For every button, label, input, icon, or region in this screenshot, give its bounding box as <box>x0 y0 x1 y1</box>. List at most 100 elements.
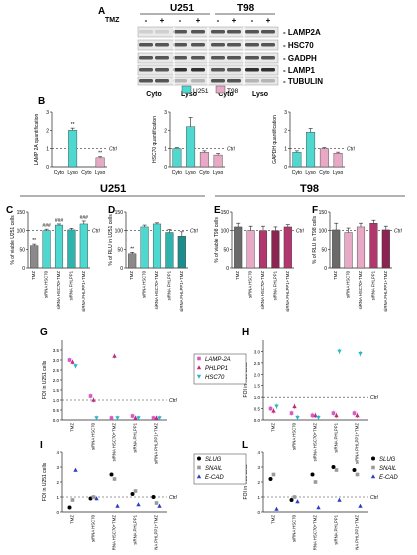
fraction-labels: Cyto Lyso Cyto Lyso <box>146 91 268 98</box>
tmz-sign: + <box>232 16 237 25</box>
x-tick-label: siRNA HSC70 <box>91 422 96 450</box>
data-point <box>91 397 96 402</box>
y-tick-label: 3 <box>164 110 167 116</box>
blot-band <box>155 79 169 83</box>
data-point <box>268 406 273 411</box>
data-point <box>334 468 339 472</box>
data-point <box>310 413 315 418</box>
panel-letter-b: B <box>38 96 45 107</box>
data-point <box>313 480 318 484</box>
data-point <box>271 408 276 413</box>
y-tick-label: 1 <box>284 147 287 153</box>
chart-g: 0.0 0.5 1.0 1.5 2.0 2.5 3.0 3.5 FOI in U251 cell… <box>42 340 178 464</box>
legend-label: E-CAD <box>205 475 224 481</box>
significance-label: ** <box>71 122 75 128</box>
y-tick-label: 150 <box>221 210 230 216</box>
chart-c: 0 50 100 150% of viable U251 cells Ctrl ** TMZ… <box>10 210 101 312</box>
data-point <box>355 472 360 477</box>
cell-line-label-t98: T98 <box>237 3 255 14</box>
panel-letter-i: I <box>40 440 43 451</box>
band-label-lamp2a: - LAMP2A <box>283 28 321 37</box>
y-tick-label: 2 <box>257 480 260 485</box>
blot-band <box>227 79 241 83</box>
y-tick-label: 2.5 <box>53 368 60 373</box>
y-tick-label: 2.0 <box>53 378 60 383</box>
x-tick-label: siRNA PHLPP1 <box>133 514 138 544</box>
x-tick-label: siRNA HSC70+TMZ <box>112 423 117 462</box>
band-label-hsc70: - HSC70 <box>283 41 314 50</box>
data-point <box>295 415 300 420</box>
y-tick-label: 100 <box>319 229 328 235</box>
data-point <box>91 495 96 499</box>
ctrl-label: Ctrl <box>347 147 356 153</box>
blot-band <box>261 56 275 60</box>
data-point <box>337 497 342 502</box>
x-tick-label: siRNA FHLPP1+TMZ <box>81 271 86 312</box>
x-tick-label: siRNA PHLPP1+TMZ <box>154 515 159 550</box>
blot-rows <box>137 26 279 86</box>
bar <box>369 222 378 269</box>
blot-band <box>139 68 153 72</box>
x-tick-label: siRNA HSC70+TMZ <box>313 515 318 550</box>
chart-i: 0 1 2 3 4 FOI in U251 cells Ctrl TMZ siRNA HSC70… <box>42 450 178 555</box>
data-point <box>316 505 321 510</box>
y-axis-label: GAPDH quantification <box>272 115 278 164</box>
significance-label: ** <box>98 151 102 157</box>
data-point <box>371 456 375 461</box>
bar <box>95 157 105 168</box>
x-tick-label: Lyso <box>213 170 224 176</box>
blot-band <box>155 68 169 72</box>
x-tick-label: Lyso <box>95 170 106 176</box>
x-tick-label: Cyto <box>292 170 303 176</box>
blot-band <box>155 43 169 47</box>
tmz-sign: + <box>266 16 271 25</box>
data-point <box>73 364 78 369</box>
y-tick-label: 100 <box>115 229 124 235</box>
legend-label: PHLPP1 <box>205 366 228 372</box>
y-tick-label: 1 <box>56 495 59 500</box>
bar <box>79 223 88 269</box>
x-tick-label: siRNA FHLPP1 <box>166 270 171 300</box>
significance-label: ### <box>55 218 64 224</box>
blot-band <box>173 79 187 83</box>
data-point <box>355 413 360 418</box>
bar <box>283 226 292 269</box>
x-tick-label: siRNA HSC70 <box>292 422 297 450</box>
y-tick-label: 3 <box>284 110 287 116</box>
data-point <box>154 415 159 420</box>
tmz-signs: - + - + - + - + <box>145 16 271 25</box>
y-tick-label: 0 <box>324 266 327 272</box>
data-point <box>94 416 99 421</box>
y-tick-label: 50 <box>321 247 327 253</box>
y-tick-label: 4 <box>56 450 59 455</box>
data-point <box>157 416 162 421</box>
tmz-sign: + <box>196 16 201 25</box>
data-point <box>88 496 93 501</box>
band-label-lamp1: - LAMP1 <box>283 66 316 75</box>
data-point <box>196 374 202 379</box>
y-tick-label: 0 <box>120 266 123 272</box>
y-axis-label: % of RLU in T98 cells <box>312 216 318 264</box>
legend-swatch-t98 <box>215 85 226 94</box>
y-tick-label: 1.0 <box>53 398 60 403</box>
blot-band <box>155 30 169 34</box>
panel-letter-d: D <box>108 205 115 216</box>
ctrl-label: Ctrl <box>190 229 199 235</box>
x-tick-label: Cyto <box>54 170 65 176</box>
blot-band <box>191 68 205 72</box>
x-tick-label: siRNA PHLPP1+TMZ <box>355 423 360 464</box>
legend-box <box>193 353 247 385</box>
x-tick-label: TMZ <box>271 423 276 432</box>
blot-band <box>245 56 259 60</box>
y-tick-label: 0 <box>56 510 59 515</box>
legend-g: LAMP-2A PHLPP1 HSC70 <box>193 353 247 385</box>
fraction-label: Cyto <box>146 91 162 98</box>
blot-band <box>227 68 241 72</box>
y-axis-label: FOI in U251 cells <box>42 462 48 501</box>
legend-label: SLUG <box>379 457 396 463</box>
legend-b: U251 T98 <box>181 85 239 95</box>
x-tick-label: TMZ <box>31 271 36 280</box>
y-tick-label: 0.5 <box>254 407 261 412</box>
